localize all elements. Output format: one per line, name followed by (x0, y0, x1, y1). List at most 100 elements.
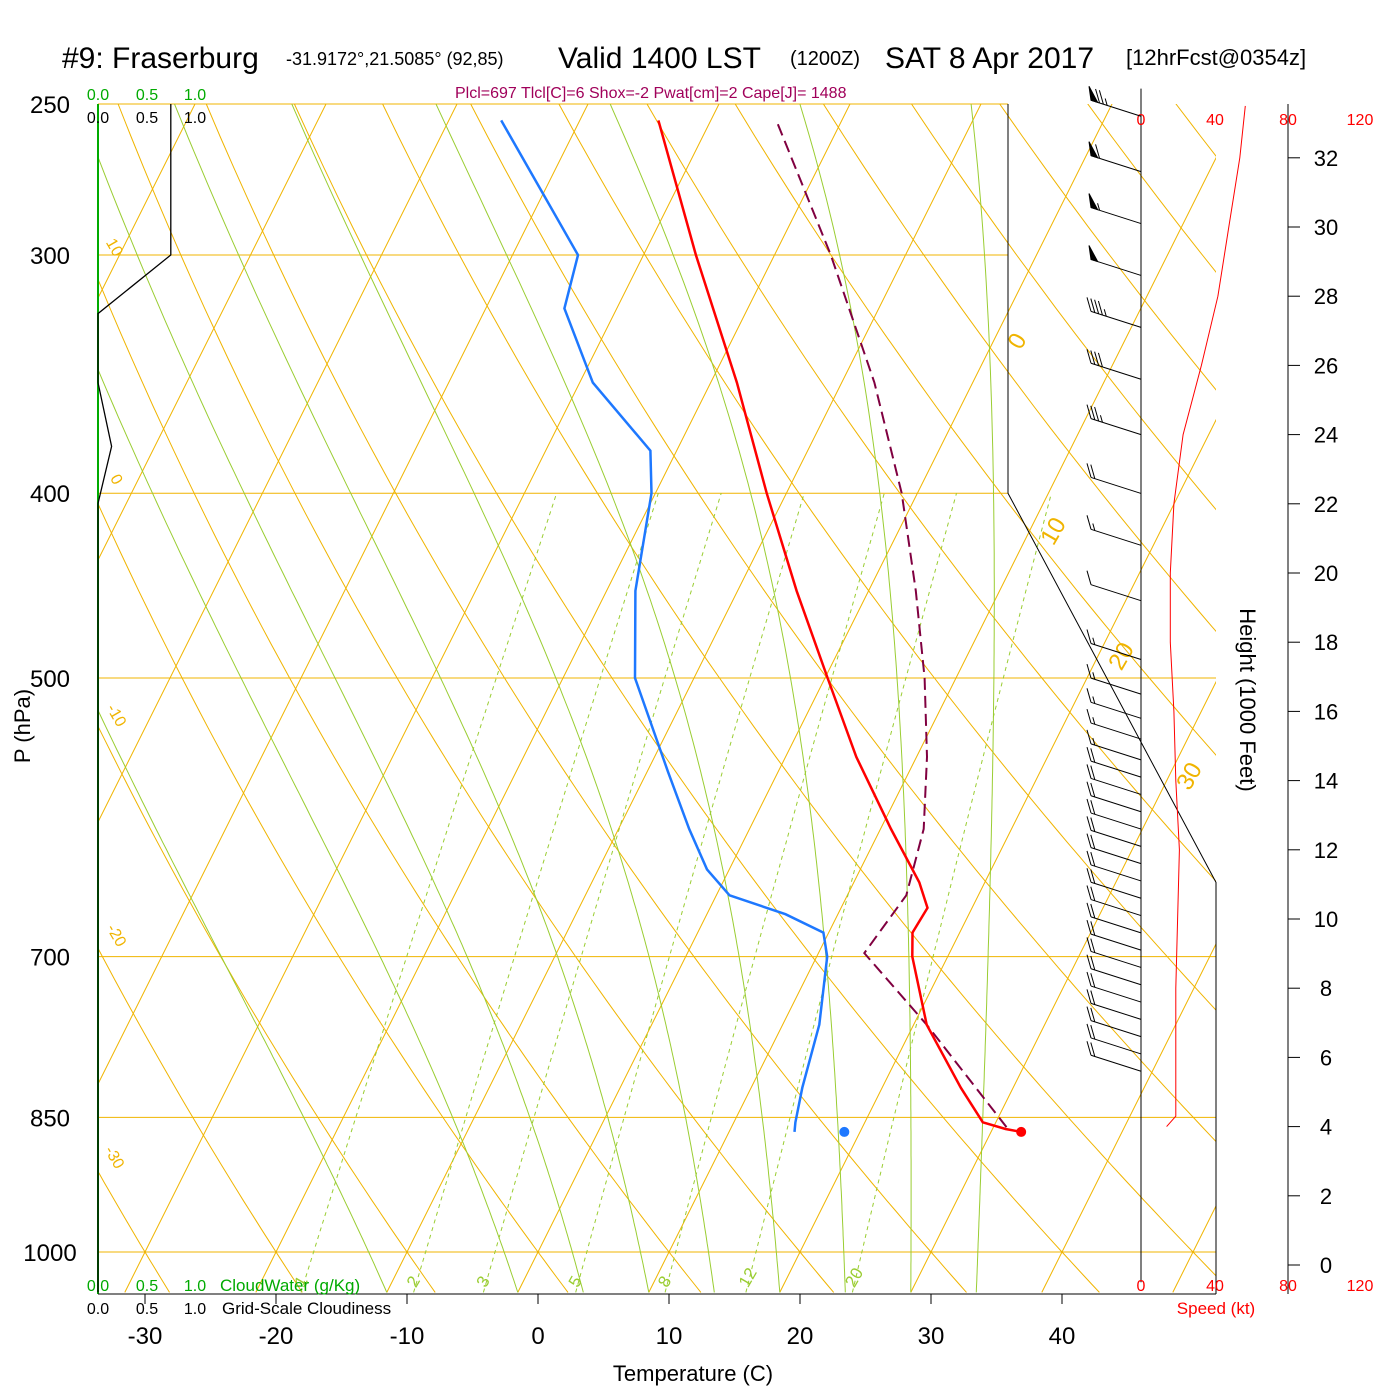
wind-barb-staff (1090, 207, 1142, 225)
wind-barb (1086, 902, 1142, 934)
forecast-label: [12hrFcst@0354z] (1126, 45, 1306, 70)
speed-tick-top: 40 (1206, 112, 1224, 129)
height-tick-label: 28 (1314, 284, 1338, 309)
mixing-ratio-line (664, 493, 885, 1293)
wind-barb-full (1086, 570, 1092, 585)
temperature-tick-label: 30 (918, 1323, 945, 1350)
wind-barb-full (1086, 885, 1092, 900)
wind-barb-full (1090, 1042, 1096, 1057)
isotherm-label: 20 (1103, 638, 1140, 675)
wind-barb-flag (1088, 245, 1099, 263)
wind-panel: 0246810121416182022242628303200404080801… (1086, 86, 1374, 1295)
wind-barb-full (1086, 798, 1092, 814)
wind-barb (1086, 850, 1142, 882)
y-axis-title: P (hPa) (10, 689, 35, 763)
plot-frame (97, 104, 1217, 1295)
wind-barb-staff (1090, 362, 1142, 380)
wind-barb-full (1095, 88, 1101, 104)
moist-adiabat (609, 104, 846, 1293)
wind-barb-full (1090, 800, 1096, 815)
pressure-tick-label: 400 (30, 481, 70, 508)
wind-barb (1086, 515, 1142, 546)
wind-barb-staff (1090, 1020, 1142, 1038)
wind-barb (1086, 688, 1142, 719)
isotherm-0 (517, 104, 1113, 1293)
wind-speed-curve (1166, 105, 1246, 1127)
isotherm--70 (98, 104, 196, 300)
station-coords: -31.9172°,21.5085° (92,85) (286, 49, 504, 69)
isotherm--80 (0, 0, 156, 1292)
dry-adiabat (910, 104, 1216, 511)
isotherm-label: 10 (102, 236, 126, 260)
cloud-water-tick-bottom: 0.5 (136, 1278, 158, 1295)
station-title: #9: Fraserburg (62, 42, 259, 75)
temperature-tick-label: 10 (656, 1323, 683, 1350)
pressure-tick-label: 850 (30, 1105, 70, 1132)
dry-adiabat (1325, 70, 1400, 1292)
wind-barb-staff (1090, 722, 1142, 740)
wind-barb-full (1097, 300, 1103, 316)
wind-barb-full (1086, 729, 1092, 744)
dry-adiabat (98, 1170, 170, 1293)
indices-line: Plcl=697 Tlcl[C]=6 Shox=-2 Pwat[cm]=2 Ca… (455, 85, 847, 102)
wind-barb (1086, 663, 1142, 695)
cloud-panel: 0.00.00.00.00.50.50.50.51.01.01.01.0 (87, 87, 206, 1318)
wind-barb-full (1094, 406, 1100, 422)
wind-barb-full (1090, 869, 1096, 884)
valid-date: SAT 8 Apr 2017 (885, 42, 1094, 75)
wind-barb-full (1095, 144, 1101, 159)
wind-barb-full (1090, 405, 1096, 420)
wind-barb (1088, 141, 1142, 173)
speed-tick-top: 120 (1347, 112, 1374, 129)
dry-adiabat (646, 104, 1216, 883)
wind-barb-half (1092, 637, 1096, 645)
height-tick-label: 14 (1314, 769, 1338, 794)
valid-time: Valid 1400 LST (558, 42, 761, 75)
height-tick-label: 4 (1320, 1115, 1332, 1140)
wind-barb-staff (1090, 899, 1142, 917)
cloud-water-legend: CloudWater (g/Kg) (220, 1276, 360, 1295)
wind-barb-full (1086, 971, 1092, 987)
cloudiness-curve (97, 104, 172, 1293)
isotherm--40 (98, 104, 589, 1086)
wind-barb-full (1086, 1041, 1092, 1056)
pressure-tick-label: 500 (30, 666, 70, 693)
wind-barb-flag (1088, 193, 1099, 211)
isotherm--30 (124, 104, 720, 1293)
height-tick-label: 16 (1314, 699, 1338, 724)
wind-barb (1086, 781, 1142, 813)
wind-barb-staff (1090, 985, 1142, 1003)
wind-barb-full (1090, 903, 1096, 919)
height-axis-title: Height (1000 Feet) (1235, 608, 1260, 791)
dry-adiabat (1175, 104, 1216, 157)
wind-barb-staff (1090, 99, 1142, 117)
moist-adiabat (970, 104, 995, 1293)
temperature-tick-label: -10 (390, 1323, 425, 1350)
wind-barb-full (1086, 747, 1092, 762)
cloudiness-tick-bottom: 0.5 (136, 1301, 158, 1318)
wind-barb-staff (1090, 881, 1142, 899)
wind-barb-half (1092, 672, 1096, 680)
wind-barb-full (1086, 349, 1092, 364)
speed-tick-bottom: 120 (1347, 1278, 1374, 1295)
wind-barb (1086, 868, 1142, 899)
wind-barb-staff (1090, 933, 1142, 951)
wind-barb (1086, 570, 1142, 602)
wind-barb-full (1086, 629, 1092, 644)
wind-barb-full (1090, 955, 1096, 971)
height-tick-label: 20 (1314, 561, 1338, 586)
dry-adiabat (558, 104, 1216, 1011)
mixing-ratio-line (851, 493, 1052, 1293)
isotherm-10 (648, 156, 1216, 1293)
wind-barb-full (1090, 782, 1096, 798)
wind-barb (1086, 937, 1142, 968)
wind-barb-full (1086, 868, 1092, 883)
height-tick-label: 26 (1314, 353, 1338, 378)
wind-barb-full (1086, 902, 1092, 917)
wind-barb-full (1090, 1007, 1096, 1022)
cloudiness-tick-bottom: 0.0 (87, 1301, 109, 1318)
speed-tick-bottom: 80 (1279, 1278, 1297, 1295)
cloudiness-tick-bottom: 1.0 (184, 1301, 206, 1318)
wind-barb (1086, 1023, 1142, 1055)
